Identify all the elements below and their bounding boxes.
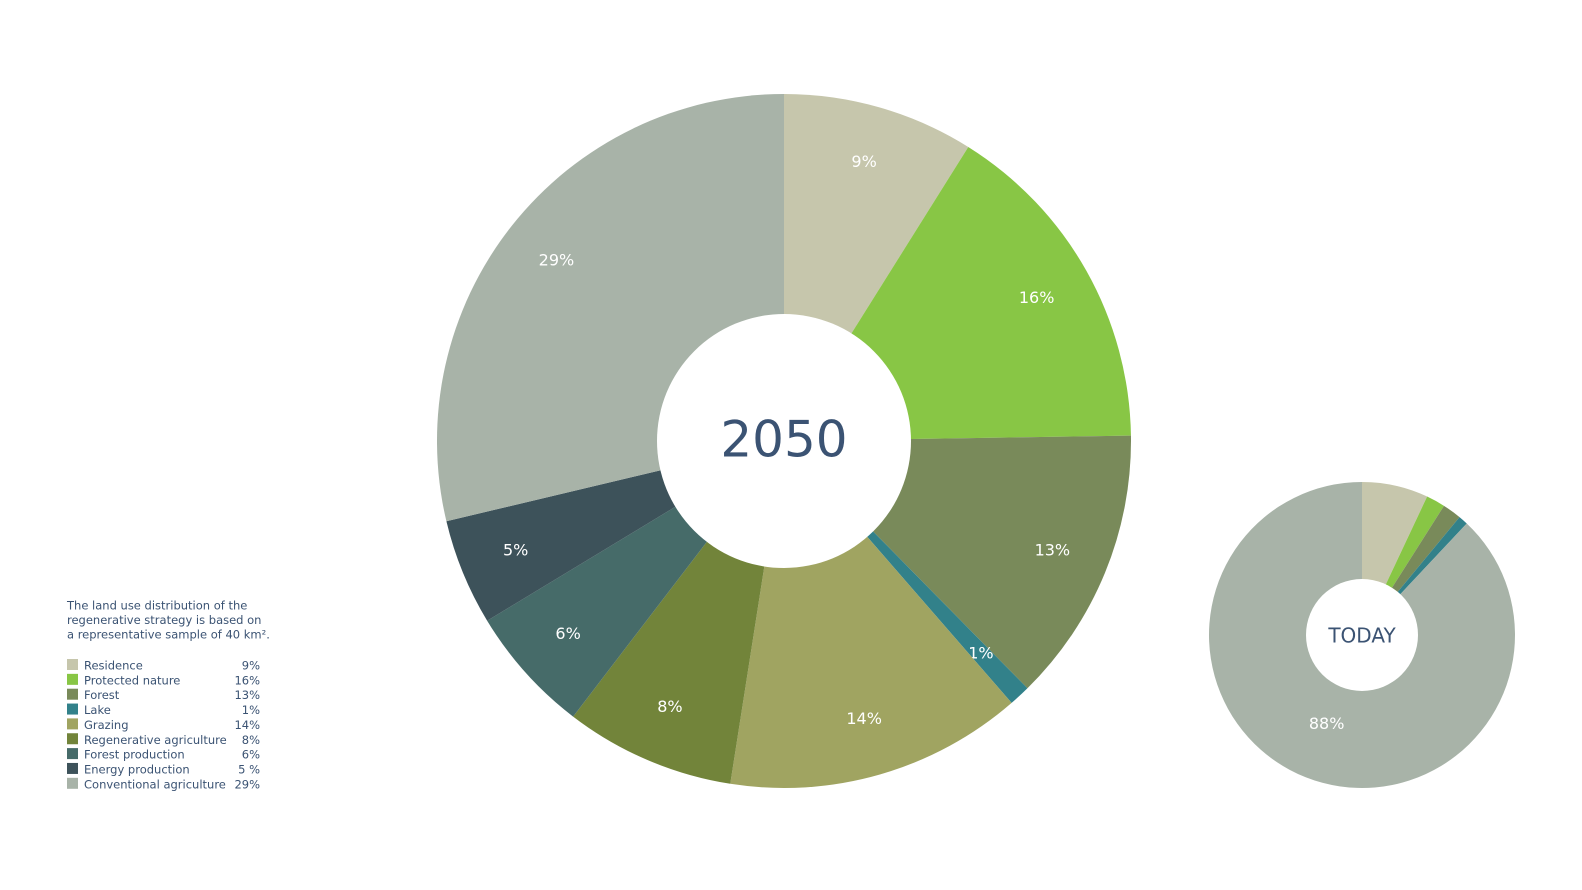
legend-value: 16% xyxy=(234,673,260,687)
legend-swatch xyxy=(67,659,78,670)
legend-label: Grazing xyxy=(84,718,129,732)
legend-swatch xyxy=(67,703,78,715)
legend-value: 14% xyxy=(234,718,260,732)
legend-value: 1% xyxy=(242,703,260,717)
center-label: 2050 xyxy=(720,411,847,469)
center-label: TODAY xyxy=(1327,624,1396,648)
slice-label: 9% xyxy=(851,152,876,171)
legend-swatch xyxy=(67,762,78,774)
legend-label: Lake xyxy=(84,703,111,717)
legend-swatch xyxy=(67,718,78,730)
legend-label: Forest xyxy=(84,688,120,702)
legend-label: Residence xyxy=(84,659,143,673)
legend-swatch xyxy=(67,733,78,745)
note: regenerative strategy is based on xyxy=(67,613,261,627)
legend-label: Regenerative agriculture xyxy=(84,733,227,747)
legend-value: 8% xyxy=(242,733,260,747)
legend-label: Protected nature xyxy=(84,673,180,687)
legend-value: 29% xyxy=(234,777,260,791)
note: The land use distribution of the xyxy=(66,599,247,613)
legend-swatch xyxy=(67,748,78,760)
slice-label: 1% xyxy=(968,643,993,662)
slice-label: 29% xyxy=(539,251,575,270)
legend-label: Conventional agriculture xyxy=(84,777,226,791)
slice-label: 88% xyxy=(1309,714,1345,733)
legend-label: Energy production xyxy=(84,762,190,776)
legend-value: 5 % xyxy=(238,762,260,776)
legend-swatch xyxy=(67,673,78,685)
slice-label: 16% xyxy=(1019,288,1055,307)
note: a representative sample of 40 km². xyxy=(67,628,270,642)
slice-label: 14% xyxy=(846,709,882,728)
legend-swatch xyxy=(67,688,78,700)
slice-label: 6% xyxy=(555,624,580,643)
legend-swatch xyxy=(67,777,78,789)
legend-value: 13% xyxy=(234,688,260,702)
slice-label: 8% xyxy=(657,697,682,716)
legend-label: Forest production xyxy=(84,748,185,762)
slice-label: 5% xyxy=(503,540,528,559)
donut-hole xyxy=(657,314,911,568)
legend-value: 6% xyxy=(242,748,260,762)
slice-label: 13% xyxy=(1035,540,1071,559)
legend-value: 9% xyxy=(242,659,260,673)
donut-hole xyxy=(1306,579,1418,691)
